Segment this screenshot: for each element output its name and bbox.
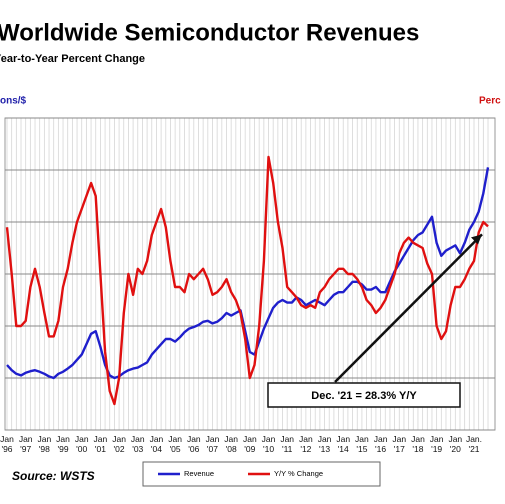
series-line — [5, 155, 489, 406]
legend-label: Y/Y % Change — [274, 469, 323, 478]
x-tick-label: Jan '01 — [93, 434, 108, 454]
x-tick-label: Jan '18 — [411, 434, 425, 454]
x-tick-label: Jan '06 — [186, 434, 201, 454]
x-tick-label: Jan '12 — [299, 434, 313, 454]
x-tick-label: Jan '10 — [261, 434, 276, 454]
y2-axis-label: Perc — [479, 96, 501, 107]
x-tick-label: Jan '11 — [280, 434, 295, 454]
annotation-box — [267, 382, 461, 408]
x-tick-label: Jan '16 — [373, 434, 388, 454]
annotation: Dec. '21 = 28.3% Y/Y — [311, 390, 417, 402]
x-tick-label: Jan '97 — [18, 434, 33, 454]
x-tick-label: Jan '00 — [74, 434, 89, 454]
x-tick-label: Jan '08 — [224, 434, 239, 454]
annotation-arrow — [334, 233, 483, 383]
x-tick-label: Jan '15 — [355, 434, 369, 454]
legend-label: Revenue — [184, 469, 214, 478]
x-tick-label: Jan. '21 — [465, 434, 483, 454]
x-tick-label: Jan '96 — [0, 434, 14, 454]
x-tick-label: Jan '13 — [317, 434, 332, 454]
y-axis-label: ons/$ — [0, 96, 27, 107]
source: Source: WSTS — [12, 469, 95, 483]
arrow-head — [471, 234, 483, 245]
series-line — [6, 167, 490, 380]
x-tick-label: Jan '04 — [149, 434, 164, 454]
x-tick-label: Jan '09 — [242, 434, 257, 454]
x-tick-label: Jan '17 — [392, 434, 407, 454]
subtitle: Year-to-Year Percent Change — [0, 53, 145, 65]
x-tick-label: Jan '03 — [130, 434, 145, 454]
x-tick-label: Jan '02 — [112, 434, 126, 454]
x-tick-label: Jan '98 — [37, 434, 52, 454]
x-tick-label: Jan '99 — [56, 434, 70, 454]
x-tick-label: Jan '20 — [448, 434, 463, 454]
chart-title: Worldwide Semiconductor Revenues — [0, 19, 419, 46]
x-tick-label: Jan '05 — [168, 434, 182, 454]
x-tick-label: Jan '07 — [205, 434, 220, 454]
x-tick-label: Jan '19 — [429, 434, 444, 454]
x-tick-label: Jan '14 — [336, 434, 351, 454]
